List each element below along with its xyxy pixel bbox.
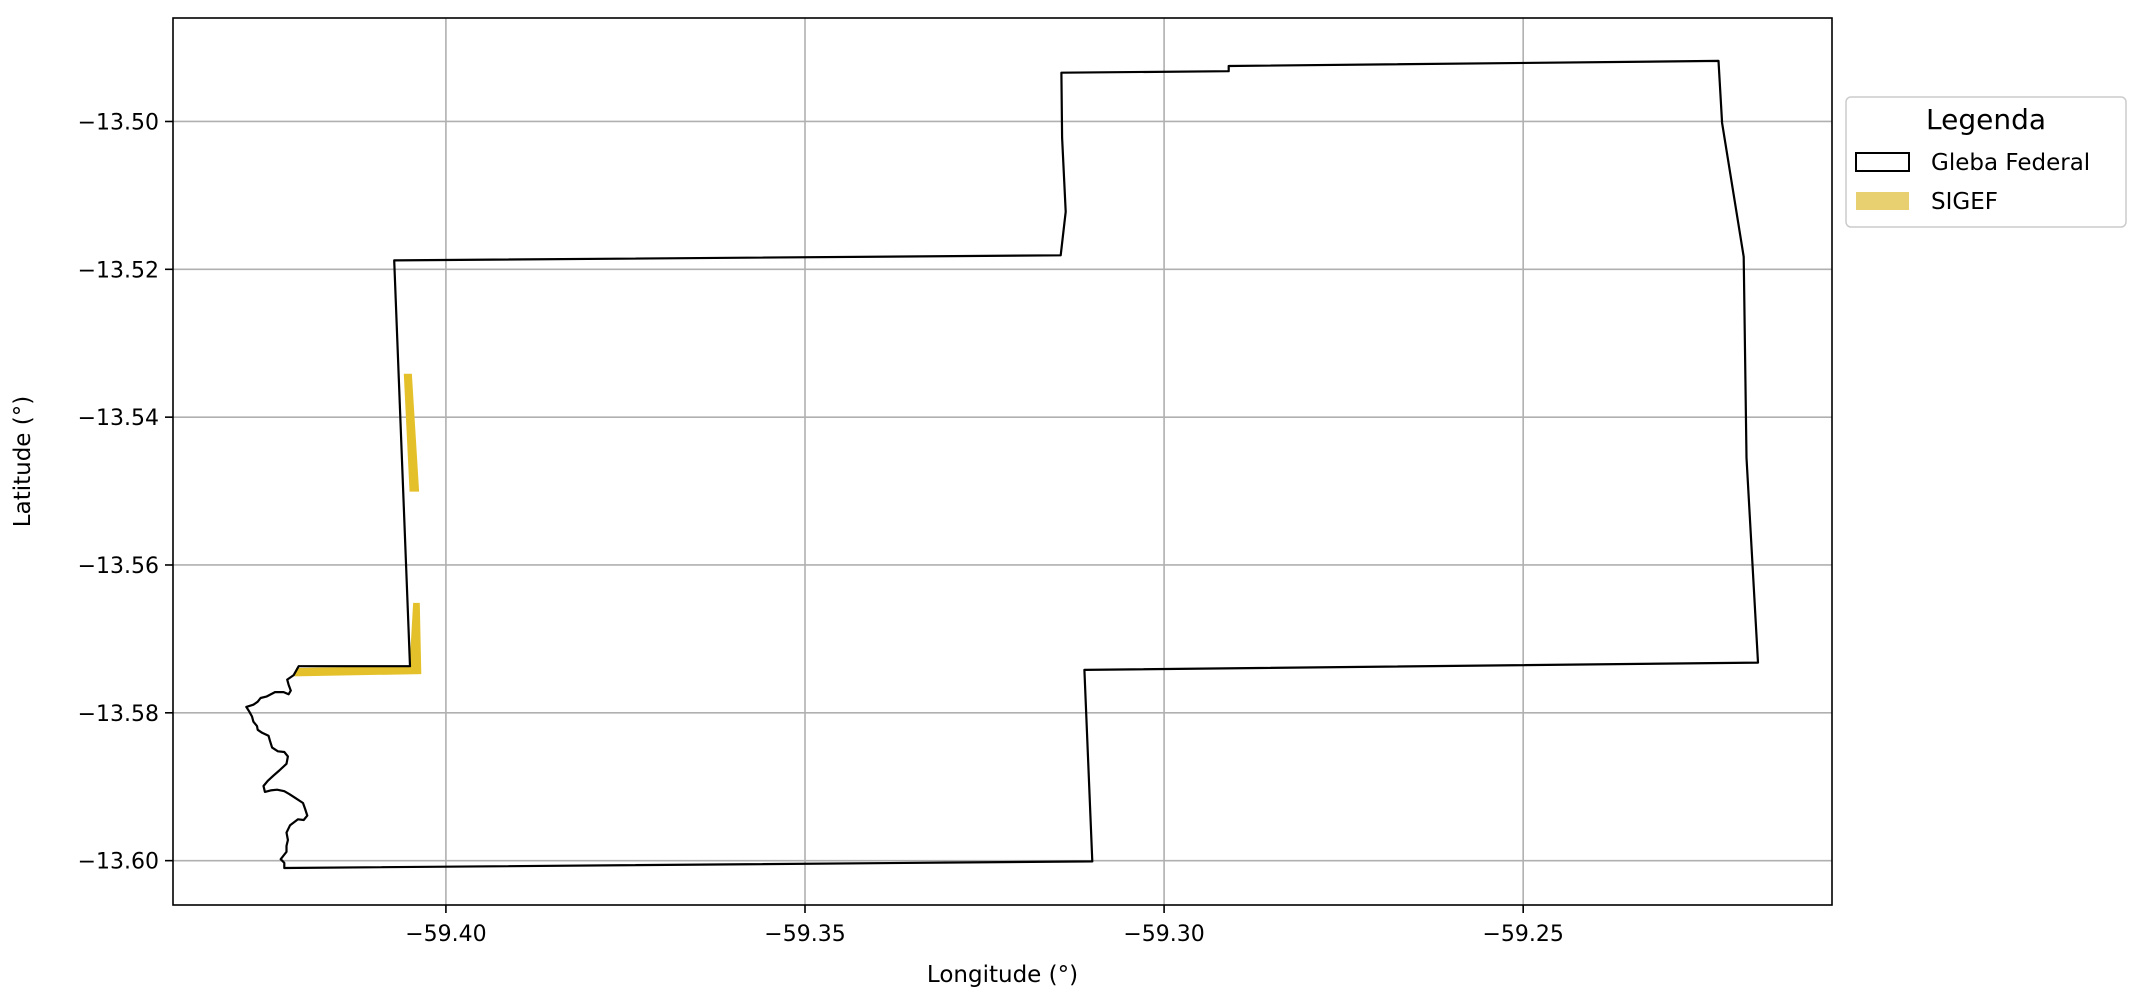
x-tick-label: −59.35 — [764, 922, 845, 947]
x-tick-label: −59.25 — [1482, 922, 1563, 947]
legend-label-sigef: SIGEF — [1931, 189, 1998, 215]
legend-box — [1845, 96, 2127, 228]
legend-label-gleba-federal: Gleba Federal — [1931, 150, 2090, 176]
x-tick-label: −59.40 — [405, 922, 486, 947]
y-tick-label: −13.50 — [78, 110, 159, 135]
y-tick-label: −13.60 — [78, 850, 159, 875]
y-tick-label: −13.52 — [78, 258, 159, 283]
gleba-federal-boundary — [245, 59, 1760, 870]
grid-lines — [173, 18, 1832, 905]
y-tick-label: −13.56 — [78, 554, 159, 579]
legend-title: Legenda — [1926, 103, 2046, 136]
y-tick-label: −13.58 — [78, 702, 159, 727]
legend-swatch-gleba-federal — [1855, 152, 1910, 172]
y-axis-label: Latitude (°) — [10, 396, 36, 527]
x-axis-label: Longitude (°) — [927, 962, 1078, 988]
axis-ticks: −59.40 −59.35 −59.30 −59.25 −13.50 −13.52 −13.… — [78, 110, 1564, 947]
legend: Legenda Gleba Federal SIGEF — [1845, 96, 2127, 228]
plot-frame — [172, 17, 1833, 906]
y-tick-label: −13.54 — [78, 406, 159, 431]
x-tick-label: −59.30 — [1123, 922, 1204, 947]
legend-swatch-sigef — [1856, 192, 1909, 210]
sigef-parcel — [403, 373, 420, 492]
map-layers — [245, 59, 1760, 870]
